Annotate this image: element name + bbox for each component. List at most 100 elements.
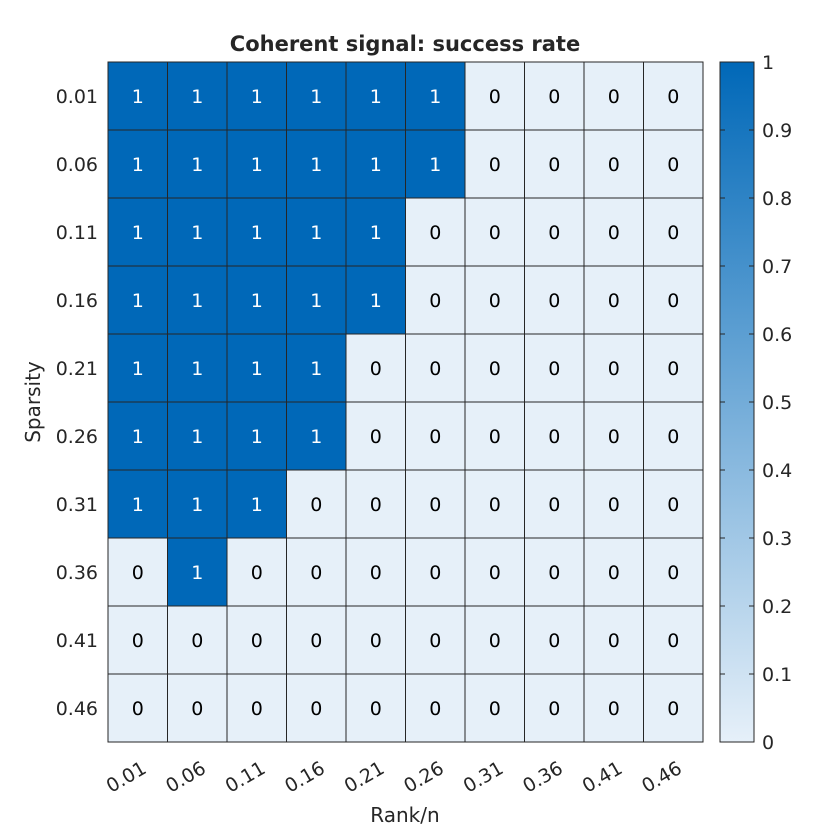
x-tick-label: 0.36 xyxy=(519,757,567,797)
x-tick-label: 0.21 xyxy=(341,757,389,797)
colorbar-tick-label: 0.2 xyxy=(762,596,792,618)
y-tick-label: 0.36 xyxy=(56,562,98,584)
heatmap-cell xyxy=(524,197,585,267)
heatmap-cell xyxy=(167,333,228,403)
heatmap-cell-label: 1 xyxy=(132,494,144,516)
heatmap-cell xyxy=(524,265,585,335)
heatmap-cell xyxy=(464,265,525,335)
heatmap-cell-label: 1 xyxy=(370,154,382,176)
colorbar-tick-label: 0.1 xyxy=(762,664,792,686)
heatmap-cell xyxy=(524,537,585,607)
heatmap-cell-label: 1 xyxy=(251,222,263,244)
heatmap-cell-label: 1 xyxy=(251,290,263,312)
x-tick-label: 0.31 xyxy=(460,757,508,797)
heatmap-cell-label: 0 xyxy=(489,698,501,720)
heatmap-cell xyxy=(286,61,347,131)
heatmap-cell-label: 0 xyxy=(608,154,620,176)
heatmap-cell-label: 0 xyxy=(310,562,322,584)
heatmap-cell xyxy=(286,129,347,199)
heatmap-cell-label: 0 xyxy=(608,494,620,516)
heatmap-cell-label: 0 xyxy=(548,630,560,652)
heatmap-cell xyxy=(167,197,228,267)
heatmap-cell xyxy=(583,197,644,267)
heatmap-cell xyxy=(345,333,406,403)
heatmap-cell-label: 0 xyxy=(429,494,441,516)
heatmap-cell xyxy=(643,605,704,675)
heatmap-cell-label: 1 xyxy=(191,154,203,176)
heatmap-cell-label: 1 xyxy=(132,358,144,380)
heatmap-cell xyxy=(405,673,466,743)
heatmap-cell xyxy=(524,129,585,199)
y-axis-label: Sparsity xyxy=(21,361,45,443)
y-tick-label: 0.11 xyxy=(56,222,98,244)
heatmap-cell xyxy=(226,605,287,675)
heatmap-cell xyxy=(345,537,406,607)
heatmap-cell-label: 0 xyxy=(608,222,620,244)
heatmap-cell-label: 0 xyxy=(370,494,382,516)
heatmap-cell-label: 0 xyxy=(667,698,679,720)
heatmap-cell-label: 0 xyxy=(548,562,560,584)
heatmap-cell-label: 1 xyxy=(132,86,144,108)
heatmap-cell-label: 1 xyxy=(132,222,144,244)
heatmap-cell-label: 1 xyxy=(251,426,263,448)
heatmap-cell xyxy=(405,401,466,471)
heatmap-cell-label: 1 xyxy=(370,222,382,244)
heatmap-cell xyxy=(107,61,168,131)
heatmap-cell-label: 0 xyxy=(370,630,382,652)
heatmap-cell xyxy=(345,197,406,267)
y-tick-label: 0.46 xyxy=(56,698,98,720)
heatmap-cell-label: 1 xyxy=(191,222,203,244)
heatmap-cell xyxy=(226,61,287,131)
heatmap-cell xyxy=(405,61,466,131)
heatmap-cell-label: 0 xyxy=(489,630,501,652)
heatmap-cells xyxy=(107,61,704,743)
heatmap-cell-label: 0 xyxy=(489,290,501,312)
x-tick-label: 0.16 xyxy=(281,757,329,797)
heatmap-cell-label: 0 xyxy=(667,290,679,312)
colorbar-tick-label: 0.3 xyxy=(762,528,792,550)
heatmap-cell xyxy=(583,265,644,335)
heatmap-cell-label: 0 xyxy=(429,222,441,244)
heatmap-cell xyxy=(107,197,168,267)
heatmap-cell-label: 0 xyxy=(548,698,560,720)
heatmap-cell-label: 1 xyxy=(310,86,322,108)
heatmap-cell-label: 1 xyxy=(132,290,144,312)
heatmap-cell-label: 0 xyxy=(548,86,560,108)
heatmap-cell-label: 0 xyxy=(429,290,441,312)
heatmap-cell-label: 1 xyxy=(191,290,203,312)
heatmap-cell-label: 0 xyxy=(489,154,501,176)
heatmap-cell-label: 0 xyxy=(667,630,679,652)
heatmap-cell-label: 0 xyxy=(548,290,560,312)
heatmap-cell-label: 0 xyxy=(370,562,382,584)
heatmap-cell-label: 0 xyxy=(667,358,679,380)
heatmap-cell xyxy=(524,333,585,403)
heatmap-cell-label: 0 xyxy=(251,698,263,720)
heatmap-cell xyxy=(643,61,704,131)
heatmap-cell-label: 1 xyxy=(191,426,203,448)
heatmap-cell xyxy=(524,469,585,539)
heatmap-cell xyxy=(107,401,168,471)
heatmap-cell xyxy=(167,537,228,607)
heatmap-cell-label: 0 xyxy=(489,562,501,584)
colorbar-tick-label: 0 xyxy=(762,732,774,754)
heatmap-cell-label: 0 xyxy=(310,494,322,516)
heatmap-cell-label: 0 xyxy=(429,698,441,720)
heatmap-cell xyxy=(286,537,347,607)
heatmap-cell xyxy=(345,605,406,675)
heatmap-cell xyxy=(107,469,168,539)
heatmap-cell xyxy=(167,129,228,199)
heatmap-cell xyxy=(226,197,287,267)
heatmap-cell xyxy=(643,537,704,607)
heatmap-cell-label: 1 xyxy=(191,358,203,380)
heatmap-cell-label: 0 xyxy=(667,222,679,244)
heatmap-cell xyxy=(107,605,168,675)
heatmap-cell-label: 0 xyxy=(548,494,560,516)
heatmap-cell-label: 0 xyxy=(310,698,322,720)
heatmap-cell-label: 0 xyxy=(191,630,203,652)
heatmap-cell xyxy=(643,673,704,743)
heatmap-cell-label: 0 xyxy=(429,426,441,448)
x-tick-label: 0.46 xyxy=(638,757,686,797)
colorbar-tick-label: 0.4 xyxy=(762,460,792,482)
heatmap-cell-label: 1 xyxy=(310,426,322,448)
